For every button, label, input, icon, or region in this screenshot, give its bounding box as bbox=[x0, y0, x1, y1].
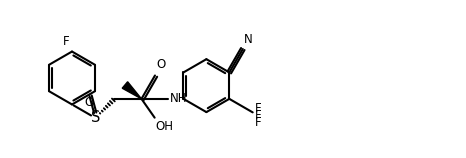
Text: OH: OH bbox=[156, 120, 174, 133]
Text: F: F bbox=[255, 109, 261, 122]
Text: F: F bbox=[255, 116, 261, 129]
Text: S: S bbox=[91, 110, 100, 125]
Text: NH: NH bbox=[170, 92, 187, 105]
Text: O: O bbox=[156, 58, 165, 71]
Text: F: F bbox=[255, 102, 261, 115]
Text: O: O bbox=[84, 96, 93, 109]
Polygon shape bbox=[122, 82, 142, 99]
Text: N: N bbox=[244, 33, 253, 46]
Text: F: F bbox=[63, 35, 70, 48]
